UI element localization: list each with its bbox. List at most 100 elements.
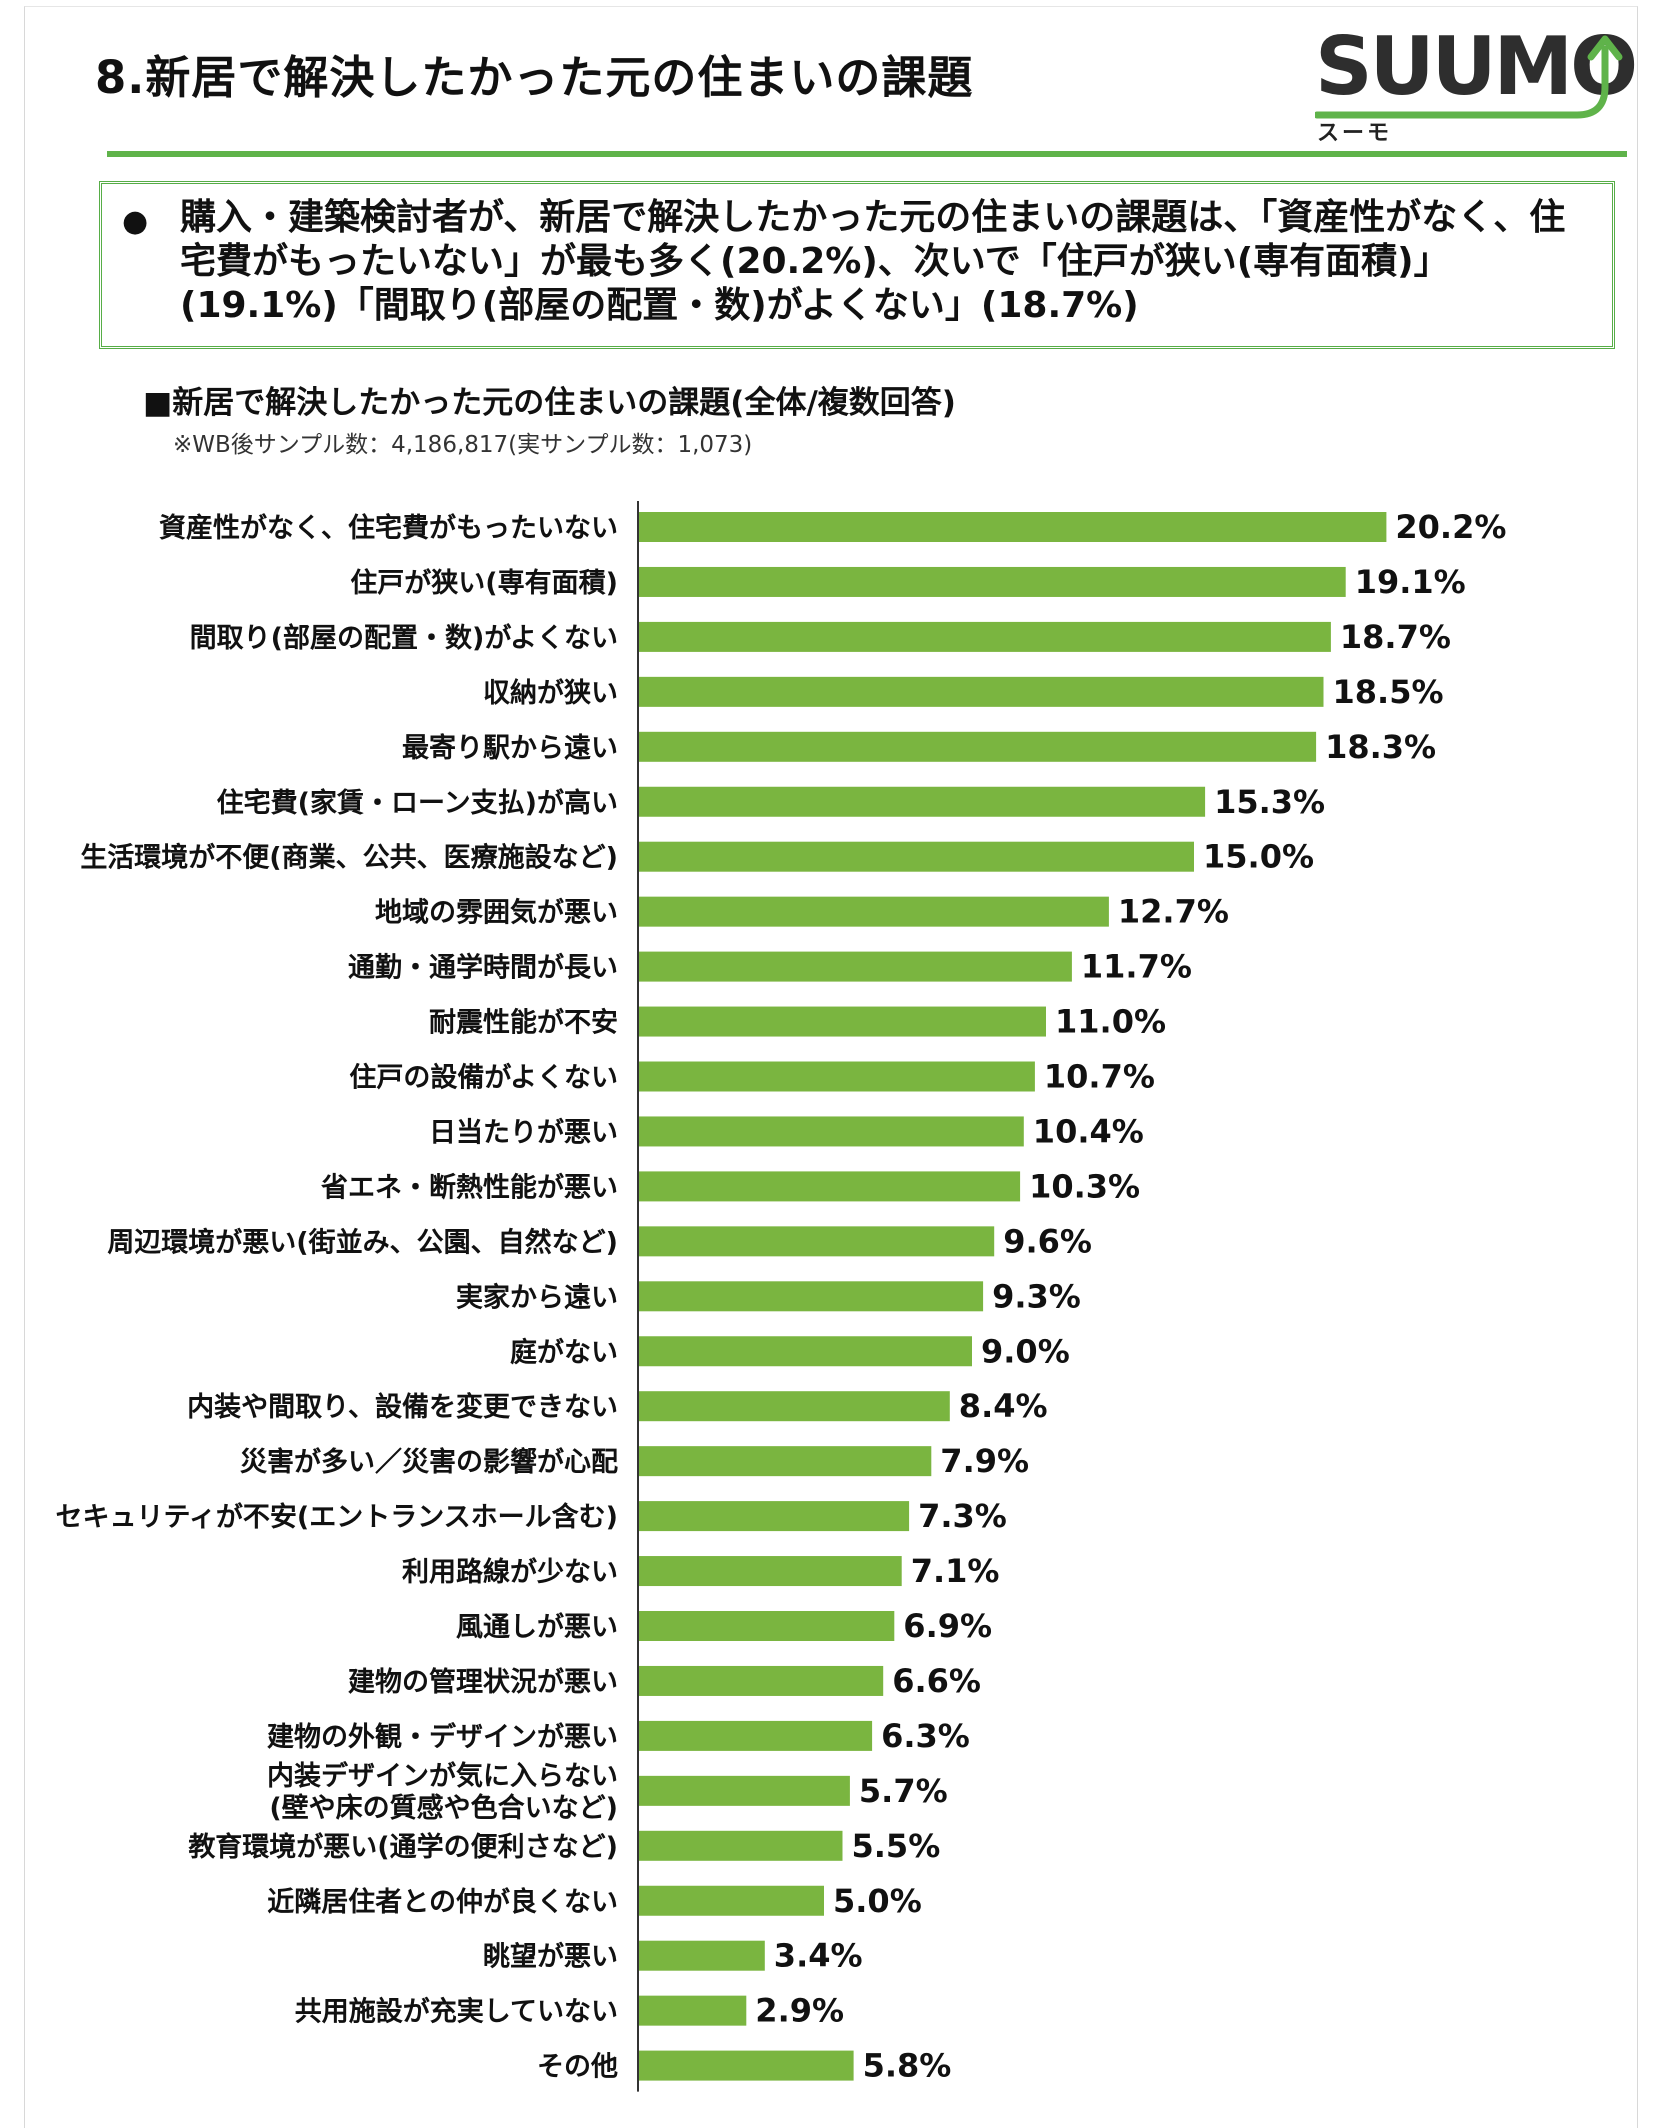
category-label: (壁や床の質感や色合いなど) <box>269 1792 618 1824</box>
logo-arrow-icon <box>1315 35 1623 119</box>
category-label: 庭がない <box>510 1336 618 1368</box>
summary-box: ● 購入・建築検討者が、新居で解決したかった元の住まいの課題は、「資産性がなく、… <box>99 181 1615 349</box>
value-label: 6.6% <box>892 1662 981 1700</box>
category-label: 住宅費(家賃・ローン支払)が高い <box>217 787 618 819</box>
value-label: 18.5% <box>1333 673 1444 711</box>
category-label: 建物の外観・デザインが悪い <box>267 1721 618 1753</box>
bar <box>639 1446 932 1477</box>
bar <box>639 786 1206 817</box>
logo-wordmark: SUUMO <box>1315 20 1638 113</box>
bar <box>639 512 1387 542</box>
value-label: 6.9% <box>903 1607 992 1645</box>
bar <box>639 731 1317 762</box>
bar <box>639 1885 824 1916</box>
bar <box>639 1006 1046 1037</box>
chart-note: ※WB後サンプル数：4,186,817(実サンプル数：1,073) <box>173 432 753 458</box>
value-label: 10.4% <box>1033 1112 1144 1150</box>
bar <box>639 1995 747 2026</box>
category-label: 災害が多い／災害の影響が心配 <box>240 1446 618 1478</box>
value-label: 15.0% <box>1203 838 1314 876</box>
category-label: 内装や間取り、設備を変更できない <box>187 1391 618 1423</box>
value-label: 9.0% <box>981 1332 1070 1370</box>
value-label: 5.7% <box>859 1772 948 1810</box>
bar <box>639 2050 854 2081</box>
value-label: 12.7% <box>1118 893 1229 931</box>
bar <box>639 1665 884 1696</box>
bar <box>639 1116 1024 1147</box>
summary-text: 購入・建築検討者が、新居で解決したかった元の住まいの課題は、「資産性がなく、住宅… <box>180 197 1566 326</box>
slide: 8.新居で解決したかった元の住まいの課題 SUUMO スーモ ● 購入・建築検討… <box>24 6 1638 2128</box>
value-label: 9.3% <box>992 1277 1081 1315</box>
logo-subtitle: スーモ <box>1317 121 1393 146</box>
title-underline <box>107 151 1627 157</box>
chart-heading: ■新居で解決したかった元の住まいの課題(全体/複数回答) <box>143 385 956 421</box>
bar <box>639 1611 895 1641</box>
bar <box>639 676 1324 707</box>
bar <box>639 1775 850 1806</box>
bar <box>639 1556 902 1587</box>
bar <box>639 1336 972 1367</box>
category-label: 省エネ・断熱性能が悪い <box>321 1171 618 1203</box>
category-label: 周辺環境が悪い(街並み、公園、自然など) <box>107 1226 618 1258</box>
value-label: 8.4% <box>959 1387 1048 1425</box>
value-label: 20.2% <box>1395 508 1506 546</box>
category-label: 日当たりが悪い <box>429 1116 618 1148</box>
bar <box>639 1830 843 1861</box>
value-label: 2.9% <box>755 1992 844 2030</box>
value-label: 5.8% <box>863 2047 952 2085</box>
bar <box>639 841 1194 872</box>
category-label: セキュリティが不安(エントランスホール含む) <box>55 1501 618 1533</box>
category-label: 風通しが悪い <box>456 1611 618 1643</box>
value-label: 9.6% <box>1003 1222 1092 1260</box>
category-label: その他 <box>537 2052 618 2083</box>
bar <box>639 1061 1035 1092</box>
value-label: 11.7% <box>1081 948 1192 986</box>
value-label: 5.0% <box>833 1882 922 1920</box>
category-label: 地域の雰囲気が悪い <box>375 897 618 929</box>
category-label: 住戸の設備がよくない <box>349 1062 618 1094</box>
value-label: 7.1% <box>911 1552 1000 1590</box>
category-label: 収納が狭い <box>483 677 618 709</box>
suumo-logo: SUUMO スーモ <box>1315 20 1638 147</box>
category-label: 耐震性能が不安 <box>429 1007 618 1039</box>
category-label: 教育環境が悪い(通学の便利さなど) <box>188 1831 618 1863</box>
bar <box>639 896 1109 927</box>
value-label: 7.3% <box>918 1497 1007 1535</box>
category-label: 実家から遠い <box>456 1281 618 1313</box>
summary-bullet: ● <box>122 204 149 239</box>
value-label: 5.5% <box>852 1827 941 1865</box>
category-label: 生活環境が不便(商業、公共、医療施設など) <box>80 842 618 874</box>
category-label: 間取り(部屋の配置・数)がよくない <box>190 622 618 654</box>
category-label: 住戸が狭い(専有面積) <box>350 567 618 599</box>
value-label: 7.9% <box>940 1442 1029 1480</box>
bar <box>639 1720 873 1751</box>
bar <box>639 566 1346 597</box>
category-label: 建物の管理状況が悪い <box>348 1666 618 1698</box>
category-label: 共用施設が充実していない <box>295 1996 618 2028</box>
value-label: 18.3% <box>1325 728 1436 766</box>
bar <box>639 1226 995 1257</box>
bar <box>639 1281 984 1312</box>
value-label: 10.7% <box>1044 1058 1155 1096</box>
bar <box>639 1501 910 1532</box>
bar <box>639 1940 765 1971</box>
value-label: 18.7% <box>1340 618 1451 656</box>
bar <box>639 1171 1021 1202</box>
category-label: 眺望が悪い <box>483 1941 618 1973</box>
bar <box>639 621 1331 652</box>
value-label: 15.3% <box>1214 783 1325 821</box>
page-title: 8.新居で解決したかった元の住まいの課題 <box>95 51 974 104</box>
category-label: 資産性がなく、住宅費がもったいない <box>159 512 618 544</box>
bar <box>639 951 1072 982</box>
bar <box>639 1391 950 1422</box>
category-label: 利用路線が少ない <box>402 1556 618 1588</box>
value-label: 11.0% <box>1055 1003 1166 1041</box>
value-label: 6.3% <box>881 1717 970 1755</box>
category-label: 内装デザインが気に入らない <box>267 1760 618 1792</box>
category-label: 近隣居住者との仲が良くない <box>267 1886 618 1918</box>
value-label: 3.4% <box>774 1937 863 1975</box>
value-label: 19.1% <box>1355 563 1466 601</box>
category-label: 通勤・通学時間が長い <box>348 952 618 984</box>
category-label: 最寄り駅から遠い <box>402 732 618 764</box>
